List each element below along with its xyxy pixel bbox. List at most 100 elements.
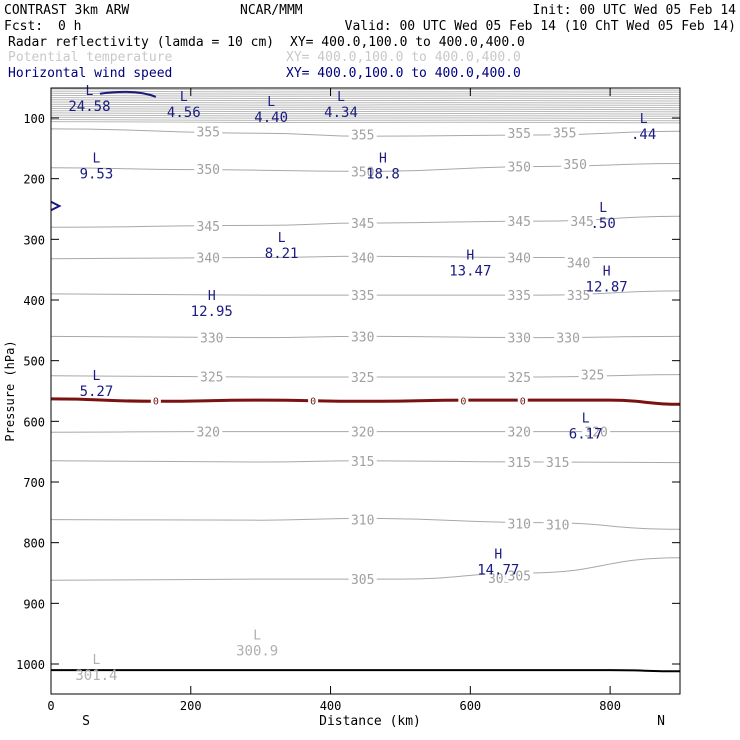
theta-label-310: 310 [546,518,569,533]
theta-label-bg [197,369,226,384]
dense-top-contours [51,88,680,124]
extremum-kind: L [253,629,261,644]
y-tick-label: 800 [23,537,45,551]
theta-label-bg [505,214,534,229]
theta-label-bg [348,250,377,265]
theta-label-305: 305 [351,573,374,588]
theta-label-bg [194,250,223,265]
extremum-kind: H [603,265,611,280]
theta-label-315: 315 [508,456,531,471]
extremum-value: 4.34 [324,105,358,121]
y-tick-label: 700 [23,476,45,490]
freezing-level-contour: 0 0 0 0 [51,395,680,408]
theta-label-bg [348,164,377,179]
extremum-value: 14.77 [477,562,519,578]
theta-label-bg [505,330,534,345]
theta-label-335: 335 [508,289,531,304]
extremum-kind: L [93,151,101,166]
dense-theta-line [51,92,680,95]
theta-label-bg [505,159,534,174]
extremum-value: 12.95 [191,304,233,320]
center-title: NCAR/MMM [240,3,303,18]
theta-label-355: 355 [351,128,374,143]
theta-label-350: 350 [563,158,586,173]
theta-label-310: 310 [351,514,374,529]
fcst-label: Fcst: [4,19,43,34]
theta-label-345: 345 [508,215,531,230]
freezing-label-bg [458,395,469,406]
freezing-label-bg [150,395,161,406]
dense-theta-line [51,97,680,100]
extremum-kind: L [640,112,648,127]
theta-label-bg [348,127,377,142]
x-axis-label: Distance (km) [319,714,421,729]
theta-label-bg [543,517,572,532]
plot-area [51,88,680,694]
theta-label-bg [578,367,607,382]
y-tick-label: 100 [23,112,45,126]
y-tick-label: 500 [23,355,45,369]
theta-label-340: 340 [351,252,374,267]
field-xy-2: XY= 400.0,100.0 to 400.0,400.0 [286,50,521,65]
y-tick-label: 300 [23,233,45,247]
theta-label-315: 315 [546,456,569,471]
theta-label-bg [197,330,226,345]
theta-label-bg [564,255,593,270]
wind-contour-fragments [51,90,157,212]
y-tick-label: 400 [23,294,45,308]
theta-label-305: 305 [508,569,531,584]
freezing-label: 0 [310,397,316,408]
theta-label-330: 330 [508,332,531,347]
x-end-left: S [82,714,90,729]
theta-label-bg [564,288,593,303]
dense-theta-line [51,99,680,102]
wind-contour-fragment [51,200,62,212]
y-tick-label: 900 [23,597,45,611]
theta-label-330: 330 [200,332,223,347]
theta-label-345: 345 [197,220,220,235]
field-name-1: Radar reflectivity (lamda = 10 cm) [8,35,274,50]
extremum-value: 301.4 [75,668,117,684]
y-tick-label: 1000 [16,658,45,672]
freezing-label: 0 [520,397,526,408]
theta-label-320: 320 [351,426,374,441]
theta-label-320: 320 [508,426,531,441]
valid-time: Valid: 00 UTC Wed 05 Feb 14 (10 ChT Wed … [345,19,736,34]
extremum-value: 8.21 [265,246,299,262]
extremum-kind: L [599,201,607,216]
extremum-kind: H [494,547,502,562]
theta-label-bg [348,424,377,439]
theta-label-bg [505,424,534,439]
theta-label-bg [505,568,534,583]
theta-label-320: 320 [197,426,220,441]
theta-label-340: 340 [508,252,531,267]
theta-label-bg [505,126,534,141]
y-tick-label: 200 [23,173,45,187]
theta-label-bg [505,288,534,303]
theta-label-355: 355 [553,127,576,142]
theta-label-355: 355 [508,127,531,142]
theta-label-bg [348,370,377,385]
extremum-kind: L [278,231,286,246]
extremum-value: 4.40 [254,110,288,126]
x-tick-label: 200 [180,699,202,713]
theta-label-350: 350 [197,163,220,178]
freezing-label-bg [308,395,319,406]
theta-label-bg [348,572,377,587]
theta-label-bg [348,453,377,468]
theta-label-335: 335 [567,289,590,304]
theta-label-350: 350 [508,161,531,176]
dense-theta-line [51,108,680,111]
dense-theta-line [51,112,680,115]
extremum-kind: L [267,95,275,110]
theta-label-bg [505,516,534,531]
extremum-value: 24.58 [68,99,110,115]
freezing-label: 0 [153,397,159,408]
dense-theta-line [51,121,680,124]
theta-label-355: 355 [197,125,220,140]
x-tick-label: 600 [459,699,481,713]
theta-label-bg [505,454,534,469]
dense-theta-line [51,119,680,122]
